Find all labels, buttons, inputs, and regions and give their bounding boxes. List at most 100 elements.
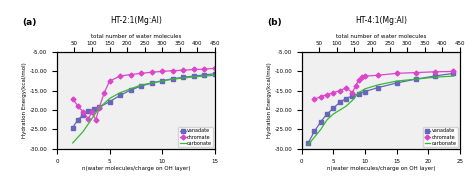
vanadate — [375, 86, 381, 89]
carbonate — [362, 88, 368, 90]
Legend: vanadate, chromate, carbonate: vanadate, chromate, carbonate — [423, 127, 458, 147]
vanadate — [91, 108, 97, 110]
carbonate — [107, 97, 112, 100]
vanadate — [159, 80, 165, 82]
Line: vanadate: vanadate — [71, 72, 217, 129]
vanadate — [337, 101, 343, 103]
chromate — [181, 69, 186, 71]
chromate — [191, 68, 197, 71]
vanadate — [349, 95, 355, 97]
chromate — [356, 79, 362, 81]
carbonate — [451, 75, 456, 77]
vanadate — [356, 93, 362, 95]
vanadate — [201, 74, 207, 76]
vanadate — [181, 76, 186, 78]
vanadate — [330, 107, 336, 109]
X-axis label: total number of water molecules: total number of water molecules — [91, 34, 181, 39]
vanadate — [117, 94, 123, 97]
carbonate — [356, 92, 362, 94]
Text: (b): (b) — [267, 18, 282, 27]
chromate — [413, 71, 419, 74]
chromate — [86, 118, 91, 120]
vanadate — [212, 73, 218, 75]
Y-axis label: Hydration Energy(kcal/mol): Hydration Energy(kcal/mol) — [266, 62, 272, 138]
vanadate — [128, 89, 134, 91]
carbonate — [432, 76, 438, 78]
X-axis label: n(water molecules/charge on OH layer): n(water molecules/charge on OH layer) — [82, 166, 190, 171]
carbonate — [324, 119, 330, 121]
chromate — [81, 111, 86, 113]
Title: HT-4:1(Mg:Al): HT-4:1(Mg:Al) — [355, 16, 407, 25]
chromate — [318, 95, 324, 98]
vanadate — [81, 114, 86, 116]
vanadate — [324, 113, 330, 115]
chromate — [349, 92, 355, 94]
Legend: vanadate, chromate, carbonate: vanadate, chromate, carbonate — [178, 127, 213, 147]
carbonate — [149, 82, 155, 84]
vanadate — [75, 119, 81, 121]
carbonate — [70, 142, 75, 144]
carbonate — [138, 84, 144, 86]
Line: vanadate: vanadate — [306, 72, 455, 145]
chromate — [70, 97, 75, 100]
carbonate — [191, 76, 197, 78]
vanadate — [138, 85, 144, 87]
chromate — [149, 71, 155, 73]
vanadate — [362, 90, 368, 93]
chromate — [362, 75, 368, 77]
Line: chromate: chromate — [71, 67, 217, 121]
chromate — [128, 73, 134, 76]
vanadate — [394, 82, 400, 84]
vanadate — [305, 142, 311, 144]
Y-axis label: Hydration Energy(kcal/mol): Hydration Energy(kcal/mol) — [22, 62, 27, 138]
chromate — [353, 85, 358, 87]
vanadate — [451, 72, 456, 74]
carbonate — [212, 74, 218, 76]
carbonate — [201, 75, 207, 77]
carbonate — [181, 77, 186, 79]
vanadate — [170, 78, 175, 80]
Line: carbonate: carbonate — [73, 75, 215, 143]
Title: HT-2:1(Mg:Al): HT-2:1(Mg:Al) — [110, 16, 162, 25]
Text: (a): (a) — [22, 18, 36, 27]
carbonate — [159, 80, 165, 82]
vanadate — [191, 75, 197, 77]
carbonate — [81, 130, 86, 132]
carbonate — [337, 109, 343, 111]
vanadate — [311, 130, 317, 132]
chromate — [96, 107, 102, 109]
vanadate — [432, 75, 438, 77]
chromate — [337, 90, 343, 92]
chromate — [343, 86, 349, 89]
chromate — [324, 94, 330, 96]
X-axis label: total number of water molecules: total number of water molecules — [336, 34, 426, 39]
carbonate — [318, 128, 324, 131]
Line: chromate: chromate — [313, 70, 455, 101]
chromate — [375, 74, 381, 76]
chromate — [432, 71, 438, 73]
carbonate — [311, 136, 317, 138]
carbonate — [75, 136, 81, 138]
vanadate — [413, 78, 419, 80]
carbonate — [330, 113, 336, 115]
carbonate — [413, 78, 419, 80]
chromate — [107, 80, 112, 82]
chromate — [89, 111, 94, 113]
X-axis label: n(water molecules/charge on OH layer): n(water molecules/charge on OH layer) — [327, 166, 435, 171]
chromate — [170, 70, 175, 72]
chromate — [212, 67, 218, 69]
carbonate — [117, 92, 123, 94]
vanadate — [149, 82, 155, 84]
carbonate — [91, 115, 97, 117]
carbonate — [343, 105, 349, 107]
carbonate — [394, 80, 400, 82]
chromate — [201, 68, 207, 70]
chromate — [138, 72, 144, 74]
carbonate — [86, 123, 91, 125]
carbonate — [96, 107, 102, 109]
vanadate — [107, 100, 112, 103]
chromate — [117, 75, 123, 77]
chromate — [75, 105, 81, 107]
chromate — [159, 70, 165, 73]
chromate — [311, 98, 317, 100]
